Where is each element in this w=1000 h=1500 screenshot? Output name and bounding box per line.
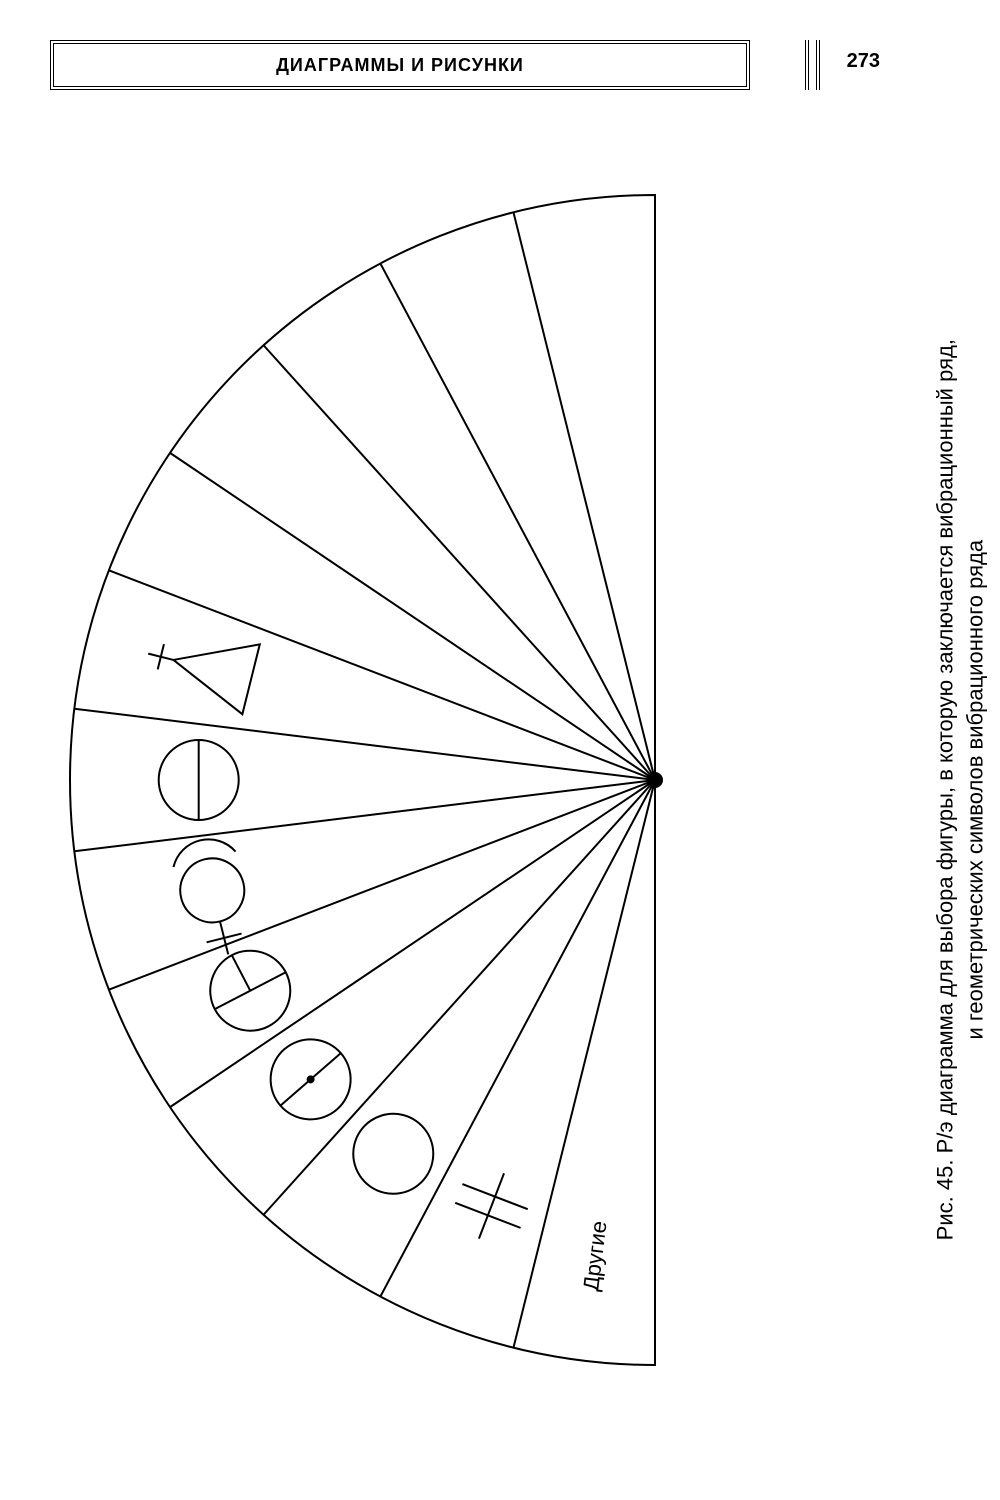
sector-label: Другие — [578, 1219, 611, 1292]
sector-divider — [170, 453, 655, 780]
triangle-cross-icon — [140, 619, 260, 715]
radial-diagram: Другие — [50, 130, 950, 1450]
sector-divider — [74, 709, 655, 780]
page-number: 273 — [847, 50, 880, 73]
diagram-container: Другие — [50, 130, 950, 1450]
page-number-divider — [805, 40, 820, 90]
center-dot — [647, 772, 663, 788]
caption-line-2: и геометрических символов вибрационного … — [962, 540, 987, 1040]
header-title: ДИАГРАММЫ И РИСУНКИ — [276, 55, 524, 76]
sector-divider — [109, 780, 655, 990]
caption-line-1: Рис. 45. Р/э диаграмма для выбора фигуры… — [932, 339, 957, 1240]
page: ДИАГРАММЫ И РИСУНКИ 273 Другие Рис. 45. … — [0, 0, 1000, 1500]
circle-vline-icon — [159, 740, 239, 820]
header-box: ДИАГРАММЫ И РИСУНКИ — [50, 40, 750, 90]
mercury-like-icon — [169, 833, 260, 963]
sector-divider — [170, 780, 655, 1107]
double-bar-cross-icon — [446, 1161, 536, 1251]
sector-divider — [513, 212, 655, 780]
sector-divider — [109, 570, 655, 780]
sector-divider — [74, 780, 655, 851]
figure-caption: Рис. 45. Р/э диаграмма для выбора фигуры… — [930, 240, 989, 1340]
